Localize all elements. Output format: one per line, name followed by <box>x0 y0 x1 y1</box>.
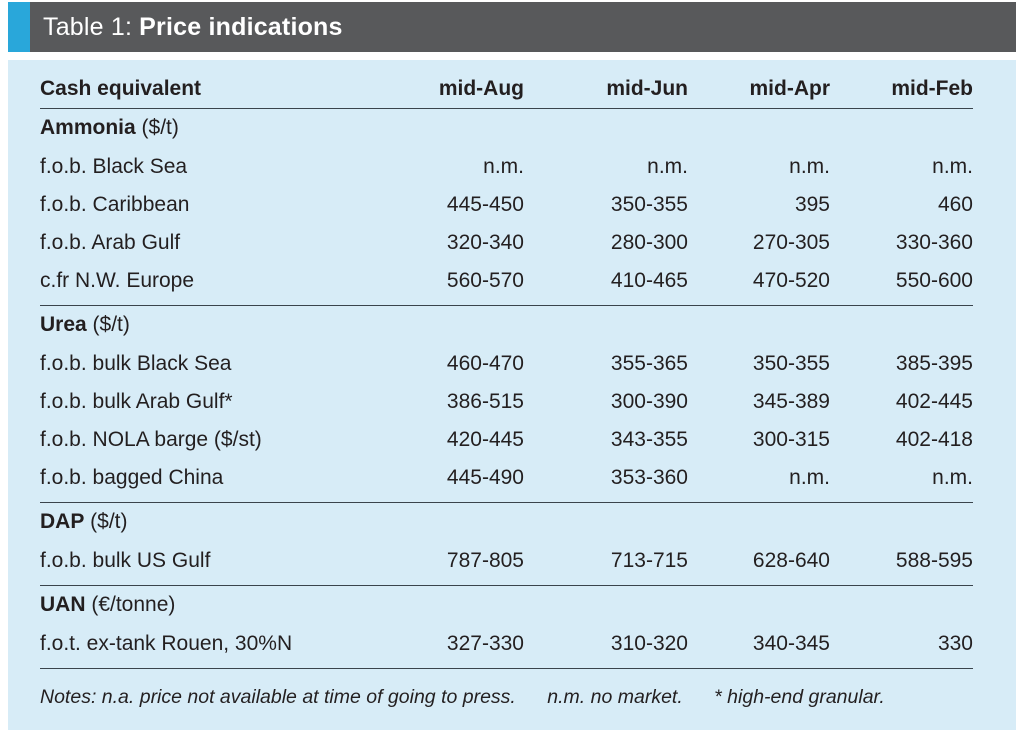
price-cell: 410-465 <box>610 268 688 292</box>
price-cell: 350-355 <box>610 192 688 216</box>
column-header-mid-feb: mid-Feb <box>891 76 973 100</box>
row-label: f.o.t. ex-tank Rouen, 30%N <box>40 631 293 655</box>
note-nm: n.m. no market. <box>547 686 683 708</box>
price-cell: 628-640 <box>752 548 830 572</box>
table-row: f.o.b. bagged China 445-490 353-360 n.m. n.m… <box>40 458 973 496</box>
section-unit: ($/t) <box>135 116 179 139</box>
row-label: f.o.b. Arab Gulf <box>40 230 181 254</box>
price-cell: 330 <box>937 631 973 655</box>
row-label: f.o.b. bulk Black Sea <box>40 351 232 375</box>
section-title: Urea ($/t) <box>40 306 973 344</box>
price-cell: 270-305 <box>752 230 830 254</box>
price-cell: 300-315 <box>752 427 830 451</box>
table-sections: Ammonia ($/t) f.o.b. Black Sea n.m. n.m. n.m… <box>40 109 973 669</box>
price-cell: 420-445 <box>446 427 524 451</box>
price-cell: 445-490 <box>446 465 524 489</box>
price-cell: 310-320 <box>610 631 688 655</box>
price-cell: 550-600 <box>895 268 973 292</box>
price-cell: 300-390 <box>610 389 688 413</box>
section-unit: (€/tonne) <box>85 593 176 616</box>
price-cell: 343-355 <box>610 427 688 451</box>
table-header-row: Cash equivalent mid-Aug mid-Jun mid-Apr mid-… <box>40 68 973 109</box>
price-cell: 460-470 <box>446 351 524 375</box>
table-row: f.o.b. bulk Arab Gulf* 386-515 300-390 345-… <box>40 382 973 420</box>
table-row: f.o.b. Black Sea n.m. n.m. n.m. n.m. <box>40 147 973 185</box>
table-row: f.o.b. bulk US Gulf 787-805 713-715 628-640… <box>40 541 973 579</box>
price-cell: 340-345 <box>752 631 830 655</box>
price-cell: n.m. <box>483 154 524 178</box>
column-header-mid-aug: mid-Aug <box>438 76 524 100</box>
price-cell: n.m. <box>647 154 688 178</box>
price-cell: 350-355 <box>752 351 830 375</box>
price-cell: 402-418 <box>895 427 973 451</box>
section-urea: Urea ($/t) f.o.b. bulk Black Sea 460-470 35… <box>40 306 973 503</box>
price-cell: 355-365 <box>610 351 688 375</box>
table-notes: Notes: n.a. price not available at time … <box>40 686 973 709</box>
table-row: f.o.b. Arab Gulf 320-340 280-300 270-305 330… <box>40 223 973 261</box>
section-dap: DAP ($/t) f.o.b. bulk US Gulf 787-805 713-7… <box>40 503 973 586</box>
column-header-mid-jun: mid-Jun <box>606 76 688 100</box>
table-row: f.o.t. ex-tank Rouen, 30%N 327-330 310-320… <box>40 624 973 662</box>
table-title-main: Price indications <box>139 12 343 41</box>
price-cell: n.m. <box>932 465 973 489</box>
price-cell: 588-595 <box>895 548 973 572</box>
price-cell: 395 <box>794 192 830 216</box>
price-cell: 402-445 <box>895 389 973 413</box>
price-cell: n.m. <box>789 465 830 489</box>
price-cell: 787-805 <box>446 548 524 572</box>
column-header-mid-apr: mid-Apr <box>749 76 831 100</box>
row-label: f.o.b. bagged China <box>40 465 224 489</box>
section-name: Ammonia <box>40 116 136 139</box>
section-unit: ($/t) <box>84 510 128 533</box>
section-ammonia: Ammonia ($/t) f.o.b. Black Sea n.m. n.m. n.m… <box>40 109 973 306</box>
table-title-prefix: Table 1: <box>43 12 133 41</box>
table-row: f.o.b. bulk Black Sea 460-470 355-365 350-3… <box>40 344 973 382</box>
row-label: f.o.b. NOLA barge ($/st) <box>40 427 262 451</box>
price-cell: 320-340 <box>446 230 524 254</box>
row-label: f.o.b. bulk US Gulf <box>40 548 211 572</box>
price-cell: 280-300 <box>610 230 688 254</box>
price-cell: 386-515 <box>446 389 524 413</box>
section-name: UAN <box>40 593 86 616</box>
section-title: DAP ($/t) <box>40 503 973 541</box>
price-cell: 470-520 <box>752 268 830 292</box>
price-cell: 330-360 <box>895 230 973 254</box>
table-title-bar: Table 1: Price indications <box>8 2 1016 52</box>
table-title: Table 1: Price indications <box>30 2 1016 52</box>
section-title: Ammonia ($/t) <box>40 109 973 147</box>
accent-square <box>8 2 30 52</box>
column-header-cash-equivalent: Cash equivalent <box>40 76 202 100</box>
note-na: Notes: n.a. price not available at time … <box>40 686 516 708</box>
table-row: c.fr N.W. Europe 560-570 410-465 470-520 550… <box>40 261 973 299</box>
section-name: Urea <box>40 313 87 336</box>
price-cell: 345-389 <box>752 389 830 413</box>
note-granular: * high-end granular. <box>714 686 885 708</box>
row-label: f.o.b. Black Sea <box>40 154 188 178</box>
price-cell: 560-570 <box>446 268 524 292</box>
section-title: UAN (€/tonne) <box>40 586 973 624</box>
section-name: DAP <box>40 510 85 533</box>
section-uan: UAN (€/tonne) f.o.t. ex-tank Rouen, 30%N 3… <box>40 586 973 669</box>
table-row: f.o.b. Caribbean 445-450 350-355 395 460 <box>40 185 973 223</box>
price-cell: n.m. <box>932 154 973 178</box>
row-label: f.o.b. bulk Arab Gulf* <box>40 389 233 413</box>
row-label: f.o.b. Caribbean <box>40 192 190 216</box>
price-table: Cash equivalent mid-Aug mid-Jun mid-Apr mid-… <box>8 60 1016 730</box>
price-cell: 327-330 <box>446 631 524 655</box>
row-label: c.fr N.W. Europe <box>40 268 195 292</box>
price-cell: 713-715 <box>610 548 688 572</box>
price-cell: 353-360 <box>610 465 688 489</box>
table-row: f.o.b. NOLA barge ($/st) 420-445 343-355 30… <box>40 420 973 458</box>
section-unit: ($/t) <box>86 313 130 336</box>
price-cell: 460 <box>937 192 973 216</box>
price-cell: n.m. <box>789 154 830 178</box>
price-cell: 385-395 <box>895 351 973 375</box>
price-cell: 445-450 <box>446 192 524 216</box>
